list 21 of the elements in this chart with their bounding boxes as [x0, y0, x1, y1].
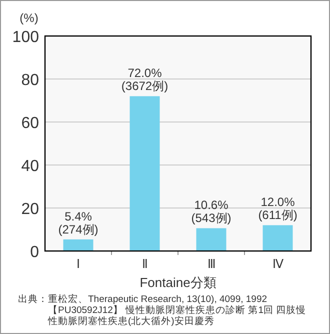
x-axis-title: Fontaine分類: [140, 275, 216, 290]
bar: [130, 96, 160, 251]
data-label: 72.0% (3672例): [121, 66, 168, 94]
x-tick-label: Ⅰ: [76, 257, 80, 271]
y-tick-label: 40: [21, 158, 40, 175]
y-tick-label: 20: [21, 201, 40, 218]
bar: [196, 228, 226, 251]
y-tick-label: 100: [12, 29, 40, 46]
x-tick-label: Ⅲ: [207, 257, 216, 271]
x-tick-label: Ⅳ: [272, 257, 284, 271]
y-axis-title: (%): [20, 11, 38, 25]
y-tick-label: 60: [21, 115, 40, 132]
y-tick-label: 0: [30, 244, 40, 261]
data-label: 10.6% (543例): [191, 198, 232, 226]
data-label: 5.4% (274例): [58, 209, 98, 236]
bar: [63, 239, 94, 251]
data-label: 12.0% (611例): [258, 195, 298, 222]
source-note: 出典：重松宏、Therapeutic Research, 13(10), 4099, 1992 【PU30592J12】 慢性動脈閉塞性疾患の診断 第1回 四肢慢性動脈閉塞性疾患(北大循外)安田慶秀: [18, 293, 306, 327]
x-tick-label: Ⅱ: [142, 257, 148, 271]
bar: [262, 225, 293, 251]
y-tick-label: 80: [21, 72, 40, 89]
